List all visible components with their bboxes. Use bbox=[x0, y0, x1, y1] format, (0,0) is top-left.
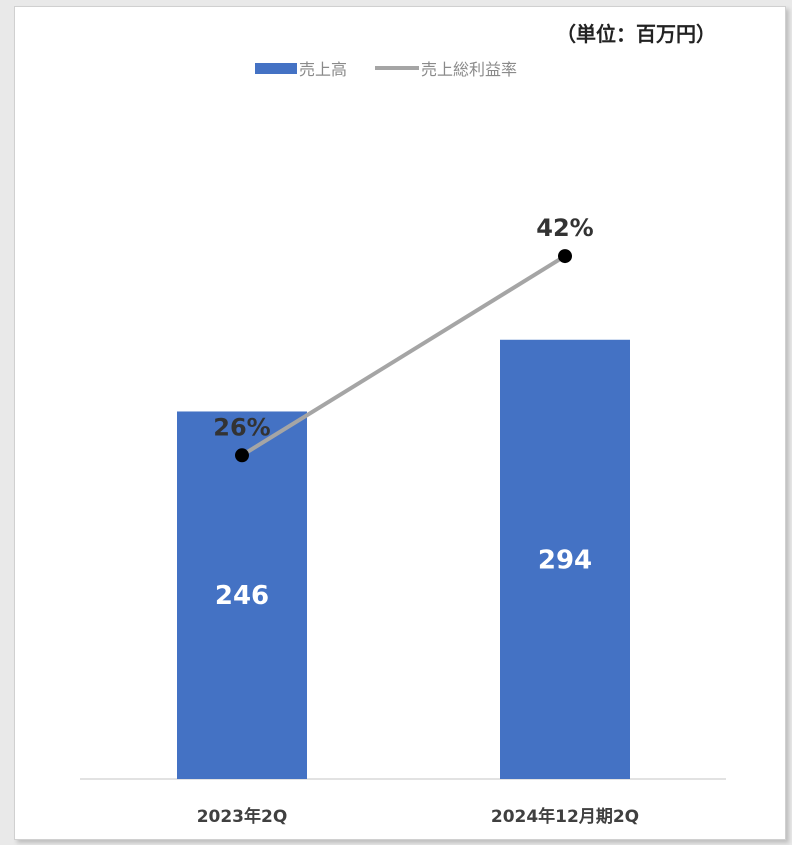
legend: 売上高 売上総利益率 bbox=[255, 56, 545, 80]
bar-value-label-1: 246 bbox=[215, 581, 269, 611]
gross-margin-label-2: 42% bbox=[536, 214, 593, 242]
bar-sales-2 bbox=[500, 339, 630, 779]
legend-swatch-sales bbox=[255, 62, 297, 74]
unit-label: （単位：百万円） bbox=[556, 22, 716, 46]
gross-margin-point-1 bbox=[235, 448, 249, 463]
chart-panel bbox=[14, 6, 786, 840]
bar-value-label-2: 294 bbox=[538, 545, 592, 575]
gross-margin-line bbox=[240, 254, 567, 458]
bar-sales-1 bbox=[177, 411, 307, 779]
category-label-1: 2023年2Q bbox=[197, 806, 288, 827]
bars-group: 246 294 bbox=[177, 339, 630, 779]
line-series-group: 26% 42% bbox=[213, 214, 594, 463]
category-labels-group: 2023年2Q 2024年12月期2Q bbox=[197, 806, 639, 827]
legend-label-sales: 売上高 bbox=[299, 60, 348, 79]
legend-item-sales: 売上高 bbox=[255, 56, 347, 80]
category-label-2: 2024年12月期2Q bbox=[491, 806, 639, 827]
gross-margin-label-1: 26% bbox=[213, 413, 270, 441]
legend-label-gross-margin: 売上総利益率 bbox=[421, 60, 518, 79]
legend-item-gross-margin: 売上総利益率 bbox=[375, 56, 517, 80]
gross-margin-point-2 bbox=[558, 249, 572, 264]
legend-swatch-gross-margin bbox=[375, 66, 420, 70]
